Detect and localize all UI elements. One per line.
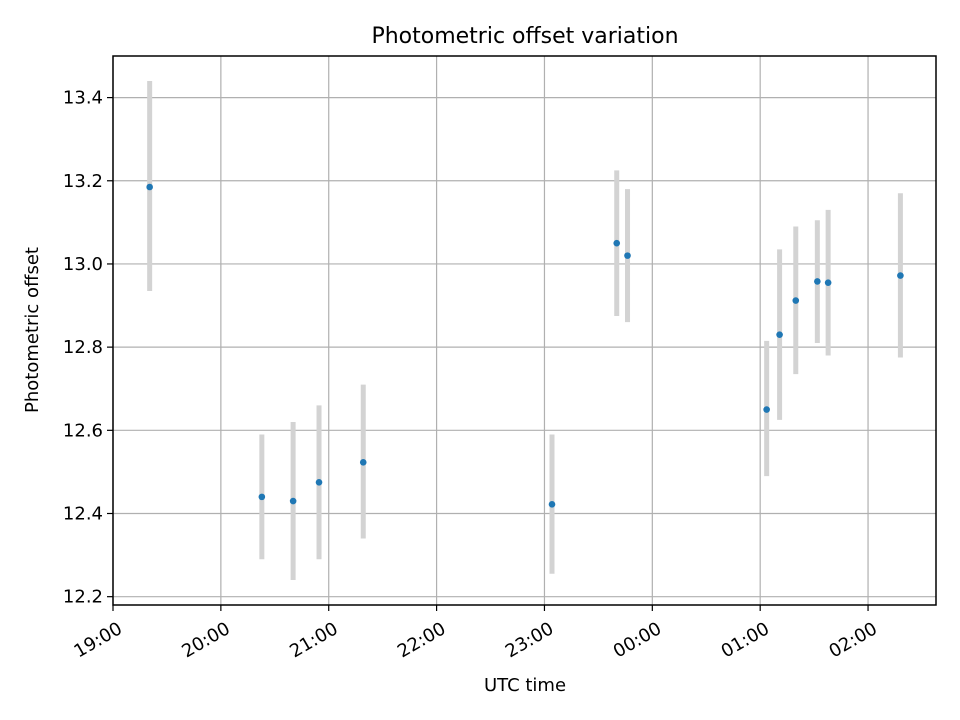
data-point [897,272,904,279]
y-axis-ticks: 12.2 12.4 12.6 12.8 13.0 13.2 13.4 [63,88,113,608]
x-tick-label: 02:00 [826,618,881,662]
y-tick-label: 13.4 [63,88,103,109]
x-tick-label: 21:00 [286,618,341,662]
x-tick-label: 01:00 [718,618,773,662]
data-point [814,278,821,285]
data-point [146,183,153,191]
data-point [258,493,266,501]
y-tick-label: 12.2 [63,587,103,608]
y-axis-label: Photometric offset [22,247,43,413]
x-tick-label: 00:00 [610,618,665,662]
data-point [359,459,367,466]
plot-frame [112,55,937,606]
x-axis-ticks: 19:00 20:00 21:00 22:00 23:00 00:00 01:00 02:00 [70,605,881,662]
x-tick-label: 23:00 [502,618,557,662]
x-axis-label: UTC time [484,675,566,696]
x-tick-label: 19:00 [70,618,125,662]
data-point [613,239,621,247]
y-tick-label: 12.6 [63,420,103,441]
plot-background [113,56,936,605]
y-tick-label: 13.2 [63,171,103,192]
x-tick-label: 20:00 [178,618,233,662]
y-tick-label: 13.0 [63,254,103,275]
data-point [763,406,770,413]
data-point [289,497,297,505]
data-points [146,183,904,508]
data-point [792,297,800,304]
data-point [624,252,631,259]
y-tick-label: 12.4 [63,504,103,525]
data-point [824,279,832,286]
data-point [315,479,323,486]
data-point [548,501,556,508]
x-tick-label: 22:00 [394,618,449,662]
y-tick-label: 12.8 [63,337,103,358]
data-point [776,331,783,338]
grid-lines [112,56,936,605]
chart-title: Photometric offset variation [371,24,678,49]
